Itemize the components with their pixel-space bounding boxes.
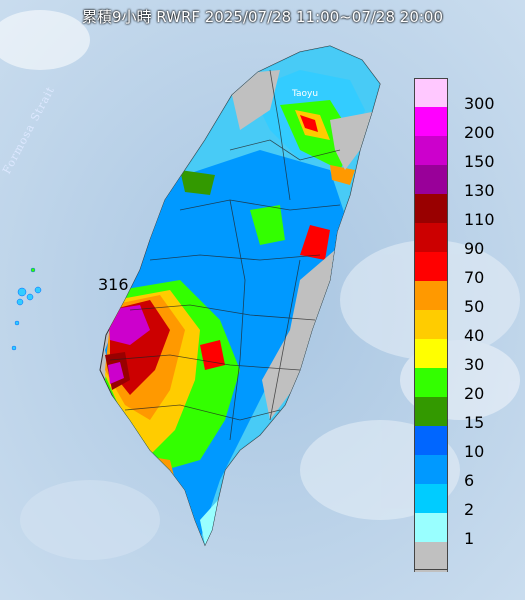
max-value-label: 316 bbox=[98, 275, 129, 294]
legend-label: 30 bbox=[464, 355, 485, 374]
legend-swatch bbox=[414, 281, 448, 311]
legend-swatch bbox=[414, 426, 448, 456]
legend-item: 90 bbox=[412, 223, 522, 258]
legend-label: 40 bbox=[464, 326, 485, 345]
legend-swatch bbox=[414, 397, 448, 427]
legend-label: 10 bbox=[464, 442, 485, 461]
city-label: Taoyu bbox=[292, 89, 319, 99]
legend-swatch bbox=[414, 194, 448, 224]
legend-swatch bbox=[414, 136, 448, 166]
legend-swatch bbox=[414, 339, 448, 369]
legend-label: 2 bbox=[464, 500, 475, 519]
legend-label: 130 bbox=[464, 181, 495, 200]
legend-label: 200 bbox=[464, 123, 495, 142]
legend-swatch bbox=[414, 542, 448, 572]
legend-label: 110 bbox=[464, 210, 495, 229]
legend-swatch bbox=[414, 165, 448, 195]
legend-label: 70 bbox=[464, 268, 485, 287]
legend-label: 300 bbox=[464, 94, 495, 113]
legend-item: 40 bbox=[412, 310, 522, 345]
legend-item: 150 bbox=[412, 136, 522, 171]
legend-swatch bbox=[414, 107, 448, 137]
legend-swatch bbox=[414, 78, 448, 108]
legend-item: 1 bbox=[412, 513, 522, 548]
legend-swatch bbox=[414, 455, 448, 485]
legend-item: 20 bbox=[412, 368, 522, 403]
legend-swatch bbox=[414, 223, 448, 253]
legend-item: 70 bbox=[412, 252, 522, 287]
legend-item: 110 bbox=[412, 194, 522, 229]
legend-label: 90 bbox=[464, 239, 485, 258]
legend-item: 130 bbox=[412, 165, 522, 200]
legend-item: 200 bbox=[412, 107, 522, 142]
legend-item: 6 bbox=[412, 455, 522, 490]
legend-label: 6 bbox=[464, 471, 475, 490]
legend-swatch bbox=[414, 513, 448, 543]
legend-item: 50 bbox=[412, 281, 522, 316]
legend-item: 2 bbox=[412, 484, 522, 519]
legend-swatch bbox=[414, 310, 448, 340]
legend-swatch bbox=[414, 252, 448, 282]
legend-label: 20 bbox=[464, 384, 485, 403]
legend-label: 1 bbox=[464, 529, 475, 548]
legend-item: 30 bbox=[412, 339, 522, 374]
legend-swatch bbox=[414, 484, 448, 514]
legend-item: 10 bbox=[412, 426, 522, 461]
legend-label: 50 bbox=[464, 297, 485, 316]
legend-swatch bbox=[414, 368, 448, 398]
legend-label: 150 bbox=[464, 152, 495, 171]
map-title: 累積9小時 RWRF 2025/07/28 11:00~07/28 20:00 bbox=[81, 8, 444, 26]
legend-item bbox=[412, 542, 522, 572]
legend-label: 15 bbox=[464, 413, 485, 432]
legend-item: 15 bbox=[412, 397, 522, 432]
legend-item: 300 bbox=[412, 78, 522, 113]
